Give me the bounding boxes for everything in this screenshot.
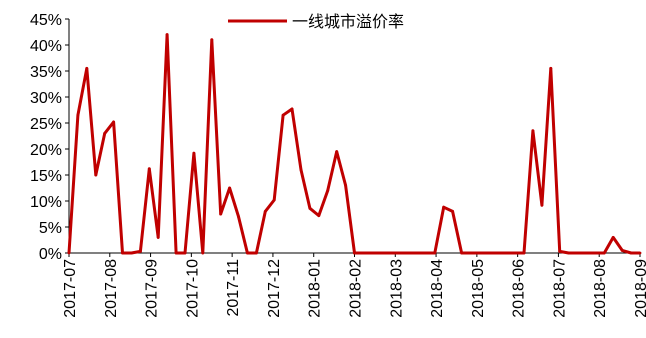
x-tick-label: 2018-03 [388, 259, 405, 318]
data-point [522, 251, 526, 255]
x-tick-label: 2017-10 [184, 259, 201, 318]
data-point [531, 129, 535, 133]
x-tick-label: 2018-01 [307, 259, 324, 318]
data-point [147, 167, 151, 171]
data-point [156, 236, 160, 239]
data-point [290, 107, 294, 111]
data-point [415, 251, 419, 255]
data-point [451, 210, 454, 213]
data-point [620, 249, 624, 252]
data-point [504, 251, 508, 255]
y-tick-label: 30% [30, 90, 62, 107]
data-point [85, 67, 89, 70]
data-point [549, 67, 553, 70]
data-point [594, 251, 597, 255]
y-tick-label: 10% [30, 194, 62, 211]
data-point [246, 251, 249, 255]
data-point [513, 251, 517, 255]
data-point [540, 203, 544, 207]
data-point [424, 251, 428, 255]
data-point [121, 251, 124, 255]
y-tick-label: 45% [30, 12, 62, 29]
x-tick-label: 2018-05 [470, 259, 487, 318]
data-point [219, 212, 223, 216]
x-axis: 2017-07 2017-08 2017-09 2017-10 2017-11 2017-… [62, 253, 646, 318]
data-points [67, 33, 642, 255]
data-point [442, 205, 446, 209]
y-tick-label: 25% [30, 116, 62, 133]
x-tick-label: 2017-11 [225, 259, 242, 317]
data-point [611, 236, 615, 239]
data-point [576, 251, 579, 255]
y-tick-label: 40% [30, 38, 62, 55]
x-tick-label: 2017-07 [62, 259, 79, 318]
y-axis: 0% 5% 10% 15% 20% 25% 30% 35% 40% 45% [30, 12, 69, 263]
data-point [237, 215, 240, 219]
data-point [210, 38, 214, 42]
data-point [130, 251, 133, 255]
x-tick-label: 2017-08 [103, 259, 120, 318]
data-point [308, 206, 312, 210]
x-tick-label: 2018-09 [633, 259, 646, 318]
data-point [469, 251, 472, 255]
data-point [263, 210, 267, 213]
data-point [281, 113, 285, 117]
data-point [558, 250, 562, 253]
data-point [201, 251, 205, 255]
data-point [495, 251, 499, 255]
data-point [67, 251, 71, 255]
data-point [255, 251, 258, 255]
x-tick-label: 2017-12 [266, 259, 283, 318]
data-point [326, 189, 330, 193]
series-line [67, 33, 640, 255]
data-point [379, 251, 383, 255]
y-tick-label: 35% [30, 64, 62, 81]
data-point [638, 251, 642, 255]
data-point [585, 251, 588, 255]
data-point [192, 151, 196, 155]
x-tick-label: 2018-08 [592, 259, 609, 318]
data-point [112, 120, 115, 124]
data-point [388, 251, 392, 255]
data-point [602, 251, 606, 255]
data-point [406, 251, 410, 255]
x-tick-label: 2018-04 [429, 259, 446, 318]
data-point [433, 251, 437, 255]
data-point [103, 132, 107, 135]
data-point [174, 251, 178, 255]
data-point [272, 198, 276, 202]
data-point [629, 251, 633, 255]
data-point [353, 251, 356, 255]
y-tick-label: 5% [39, 220, 62, 237]
x-tick-label: 2018-07 [551, 259, 568, 318]
x-tick-label: 2018-02 [348, 259, 365, 318]
data-point [317, 214, 321, 218]
data-point [370, 251, 374, 255]
data-point [567, 251, 570, 255]
legend: 一线城市溢价率 [228, 12, 404, 31]
y-tick-label: 15% [30, 168, 62, 185]
data-point [94, 173, 98, 177]
y-tick-label: 0% [39, 246, 62, 263]
data-point [228, 186, 232, 190]
data-point [344, 184, 347, 187]
x-tick-label: 2017-09 [144, 259, 161, 318]
x-tick-label: 2018-06 [511, 259, 528, 318]
data-point [486, 251, 490, 255]
data-point [299, 168, 303, 172]
data-point [335, 150, 339, 154]
data-point [139, 250, 142, 253]
data-point [478, 251, 481, 255]
data-point [397, 251, 401, 255]
data-point [183, 251, 187, 255]
data-point [460, 251, 463, 255]
data-point [362, 251, 365, 255]
data-point [165, 33, 169, 36]
y-tick-label: 20% [30, 142, 62, 159]
legend-label-series: 一线城市溢价率 [292, 12, 404, 31]
data-point [76, 113, 80, 117]
